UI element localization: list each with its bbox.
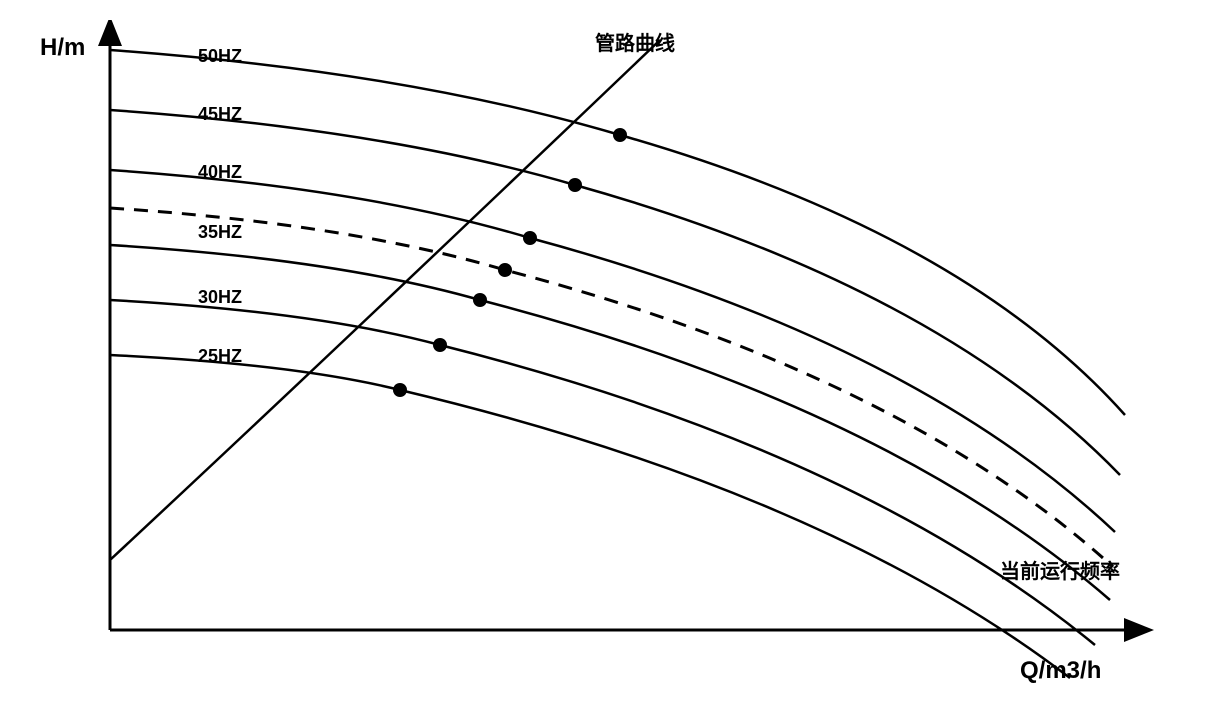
intersection-point-4: [473, 293, 487, 307]
curve-label-4: 30HZ: [198, 287, 242, 307]
intersection-point-6: [393, 383, 407, 397]
pipeline-curve-label: 管路曲线: [595, 31, 675, 55]
y-axis-label: H/m: [40, 34, 85, 61]
curve-label-0: 50HZ: [198, 46, 242, 66]
system-curve: [110, 40, 660, 560]
intersection-point-3: [498, 263, 512, 277]
pump-curve-50: [110, 50, 1125, 415]
curve-label-5: 25HZ: [198, 346, 242, 366]
current-frequency-label: 当前运行频率: [1000, 559, 1120, 583]
intersection-point-5: [433, 338, 447, 352]
intersection-point-0: [613, 128, 627, 142]
pump-curve-35: [110, 245, 1110, 600]
intersection-point-1: [568, 178, 582, 192]
intersection-point-2: [523, 231, 537, 245]
curve-label-3: 35HZ: [198, 222, 242, 242]
curve-label-1: 45HZ: [198, 104, 242, 124]
chart-svg: H/mQ/m3/h50HZ45HZ40HZ35HZ30HZ25HZ管路曲线当前运…: [20, 20, 1185, 690]
pump-curve-chart: H/mQ/m3/h50HZ45HZ40HZ35HZ30HZ25HZ管路曲线当前运…: [20, 20, 1185, 690]
curve-label-2: 40HZ: [198, 162, 242, 182]
pump-curve-30: [110, 300, 1095, 645]
